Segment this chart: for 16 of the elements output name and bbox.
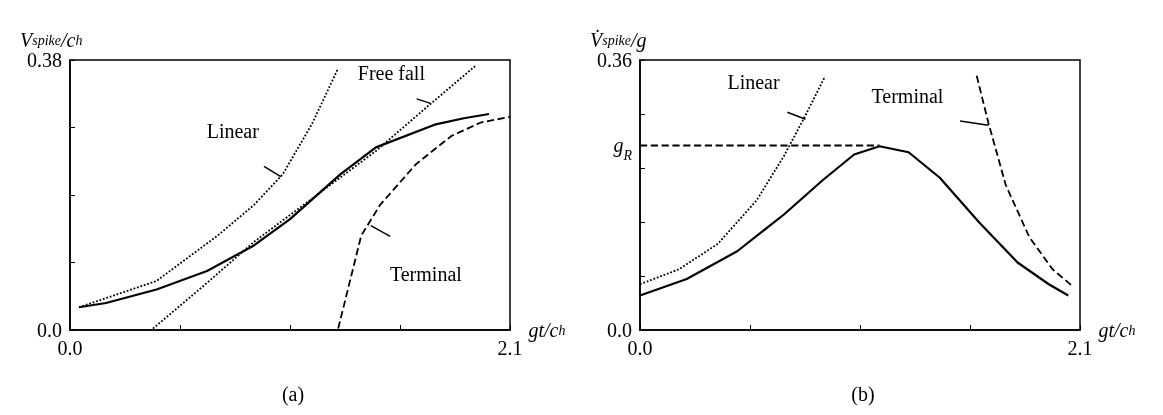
annotation: Terminal — [389, 262, 463, 285]
x-axis-title: gt/ch — [1098, 319, 1136, 342]
x-tick-label: 2.1 — [1067, 337, 1093, 359]
y-axis-title: Vspike/ch — [20, 29, 83, 52]
annotation: Free fall — [357, 62, 426, 85]
text: (a) — [281, 383, 305, 406]
x-axis-title: gt/ch — [528, 319, 566, 342]
line-series — [975, 74, 1073, 287]
text: (b) — [851, 383, 875, 406]
annotation: Linear — [206, 119, 260, 142]
y-tick-label: g$_{R}$ — [613, 133, 633, 162]
annotation: Terminal — [871, 85, 944, 108]
annotation: Linear — [727, 71, 780, 94]
y-tick-label: 0.38 — [27, 49, 62, 71]
x-tick-label: 2.1 — [497, 337, 523, 359]
x-tick-label: 0.0 — [57, 337, 83, 359]
